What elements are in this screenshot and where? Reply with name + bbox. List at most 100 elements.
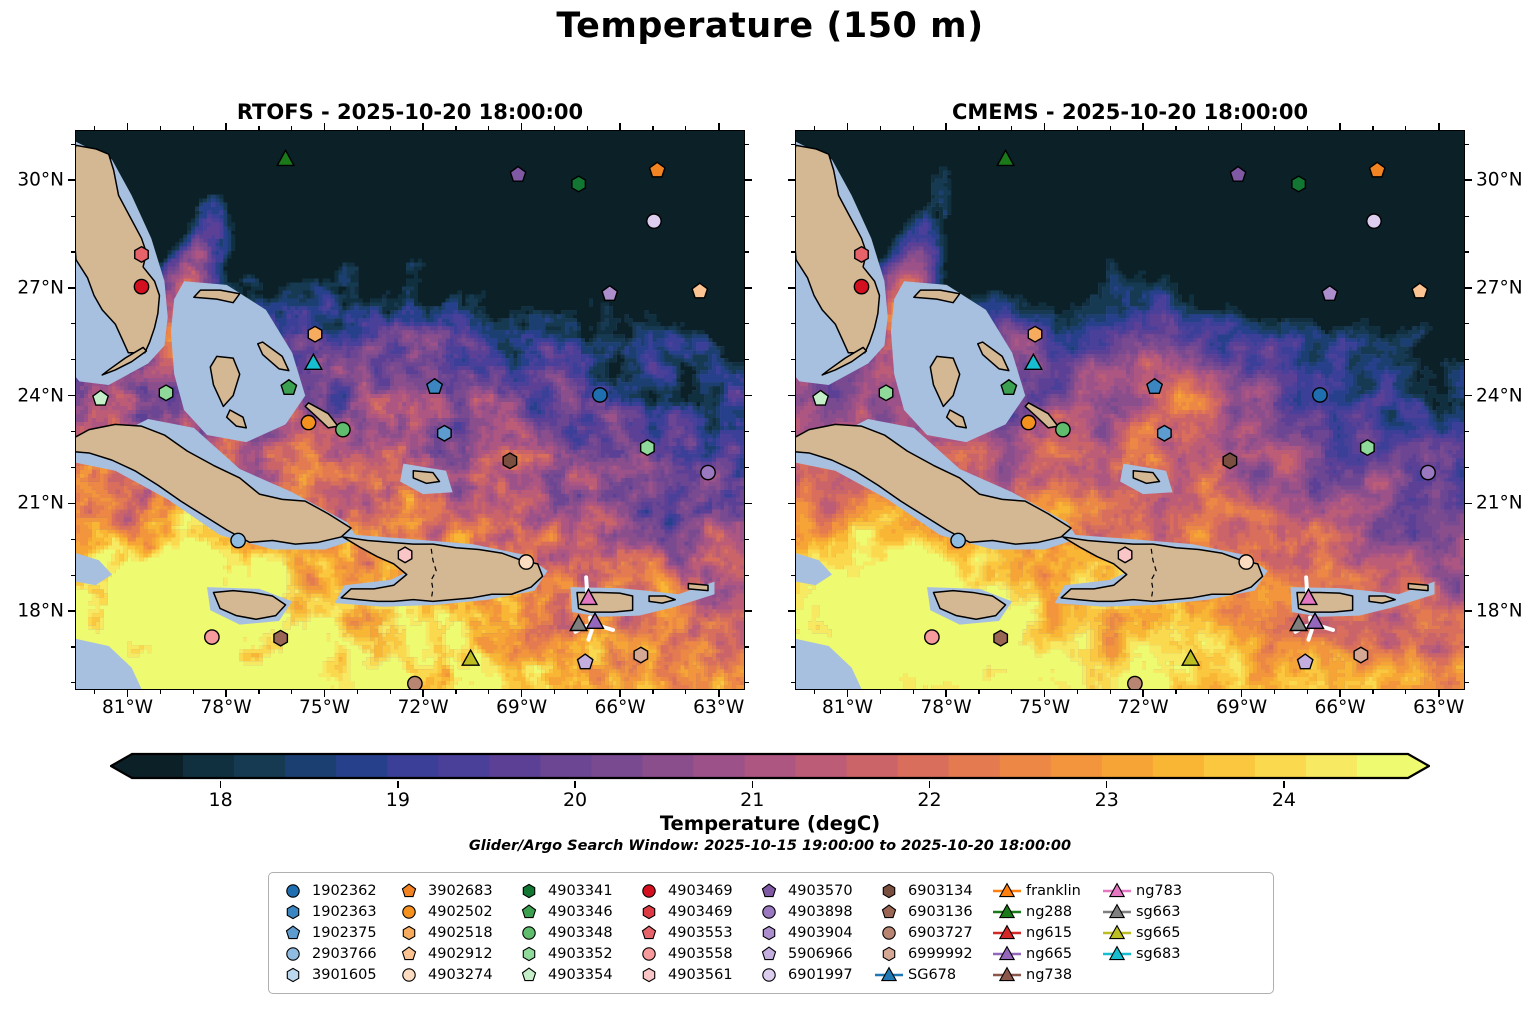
pentagon-marker-icon (394, 944, 424, 964)
legend-item[interactable]: SG678 (874, 964, 992, 985)
legend-item[interactable]: ng665 (992, 943, 1102, 964)
legend-item-label: 4903348 (548, 924, 613, 941)
legend-item-label: 1902362 (312, 882, 377, 899)
hexagon-marker-icon (394, 923, 424, 943)
legend-item-label: 2903766 (312, 945, 377, 962)
legend-item[interactable]: sg665 (1102, 922, 1198, 943)
legend-item-label: 1902375 (312, 924, 377, 941)
xtick-label: 63°W (693, 697, 745, 718)
circle-marker-icon (874, 923, 904, 943)
legend-item[interactable]: 4903352 (514, 943, 634, 964)
legend-item[interactable]: 4903346 (514, 901, 634, 922)
triangle-line-marker-icon (1102, 944, 1132, 964)
ytick-label-right: 24°N (1476, 385, 1523, 407)
legend-item[interactable]: 3901605 (278, 964, 394, 985)
legend-item-label: sg663 (1136, 903, 1181, 920)
triangle-line-marker-icon (1102, 902, 1132, 922)
xtick-label: 63°W (1413, 697, 1465, 718)
legend-column: franklin ng288 ng615 ng665 ng738 (992, 880, 1102, 985)
temperature-field-rtofs (76, 131, 744, 689)
legend-item[interactable]: 6901997 (754, 964, 874, 985)
map-panel-rtofs[interactable] (75, 130, 745, 690)
legend-item-label: franklin (1026, 882, 1081, 899)
legend-column: 4903341 4903346 4903348 4903352 4903354 (514, 880, 634, 985)
legend-item[interactable]: 4903341 (514, 880, 634, 901)
ytick-label-left: 30°N (17, 169, 64, 191)
legend-item-label: 4902502 (428, 903, 493, 920)
legend-item[interactable]: 4903570 (754, 880, 874, 901)
legend-column: 4903469 4903469 4903553 4903558 4903561 (634, 880, 754, 985)
legend-item[interactable]: 4903558 (634, 943, 754, 964)
circle-marker-icon (754, 902, 784, 922)
hexagon-marker-icon (634, 965, 664, 985)
hexagon-marker-icon (278, 902, 308, 922)
legend-item[interactable]: 1902362 (278, 880, 394, 901)
legend-item[interactable]: 4903898 (754, 901, 874, 922)
legend-item[interactable]: 4903469 (634, 901, 754, 922)
legend-item[interactable]: 6903136 (874, 901, 992, 922)
legend-item[interactable]: ng783 (1102, 880, 1198, 901)
ytick-label-left: 18°N (17, 600, 64, 622)
pentagon-marker-icon (754, 881, 784, 901)
legend-item-label: ng783 (1136, 882, 1183, 899)
colorbar-tick-label: 20 (562, 789, 588, 811)
colorbar-tick (574, 781, 576, 788)
legend-item-label: SG678 (908, 966, 957, 983)
legend-item[interactable]: 4903553 (634, 922, 754, 943)
legend-item[interactable]: 4903904 (754, 922, 874, 943)
xtick-label: 66°W (594, 697, 646, 718)
legend-item[interactable]: 3902683 (394, 880, 514, 901)
legend-item-label: ng288 (1026, 903, 1073, 920)
legend-item[interactable]: 1902375 (278, 922, 394, 943)
circle-marker-icon (394, 965, 424, 985)
xtick-label: 75°W (1019, 697, 1071, 718)
legend-item-label: 6903727 (908, 924, 973, 941)
legend-item[interactable]: 5906966 (754, 943, 874, 964)
legend-item[interactable]: 6903134 (874, 880, 992, 901)
temperature-field-cmems (796, 131, 1464, 689)
colorbar-tick-label: 21 (740, 789, 765, 811)
legend-item-label: sg665 (1136, 924, 1181, 941)
xtick-label: 81°W (102, 697, 154, 718)
legend-item[interactable]: 4902518 (394, 922, 514, 943)
map-frame-cmems (795, 130, 1465, 690)
pentagon-marker-icon (874, 902, 904, 922)
xtick-label: 69°W (496, 697, 548, 718)
triangle-line-marker-icon (992, 881, 1022, 901)
xtick-label: 72°W (397, 697, 449, 718)
legend-item[interactable]: 6903727 (874, 922, 992, 943)
colorbar-gradient (110, 752, 1430, 780)
marker-legend[interactable]: 1902362 1902363 1902375 2903766 3901605 39026… (268, 872, 1274, 994)
panel-title-rtofs: RTOFS - 2025-10-20 18:00:00 (236, 100, 584, 124)
legend-item[interactable]: ng738 (992, 964, 1102, 985)
legend-item[interactable]: 4902502 (394, 901, 514, 922)
legend-item[interactable]: 1902363 (278, 901, 394, 922)
legend-item[interactable]: sg663 (1102, 901, 1198, 922)
legend-item[interactable]: 2903766 (278, 943, 394, 964)
circle-marker-icon (634, 944, 664, 964)
triangle-line-marker-icon (874, 965, 904, 985)
xtick-label: 69°W (1216, 697, 1268, 718)
pentagon-marker-icon (394, 881, 424, 901)
legend-item[interactable]: 6999992 (874, 943, 992, 964)
legend-item[interactable]: 4902912 (394, 943, 514, 964)
legend-item[interactable]: ng288 (992, 901, 1102, 922)
colorbar-tick-label: 19 (385, 789, 410, 811)
legend-item-label: 4903341 (548, 882, 613, 899)
map-frame-rtofs (75, 130, 745, 690)
search-window-caption: Glider/Argo Search Window: 2025-10-15 19… (468, 838, 1072, 854)
legend-item[interactable]: 4903354 (514, 964, 634, 985)
legend-item[interactable]: 4903561 (634, 964, 754, 985)
legend-item[interactable]: 4903274 (394, 964, 514, 985)
legend-item[interactable]: ng615 (992, 922, 1102, 943)
circle-marker-icon (278, 881, 308, 901)
legend-item-label: 6903134 (908, 882, 973, 899)
legend-item[interactable]: 4903469 (634, 880, 754, 901)
legend-item[interactable]: 4903348 (514, 922, 634, 943)
map-panel-cmems[interactable] (795, 130, 1465, 690)
legend-item[interactable]: franklin (992, 880, 1102, 901)
legend-item[interactable]: sg683 (1102, 943, 1198, 964)
xtick-label: 66°W (1314, 697, 1366, 718)
colorbar[interactable] (110, 751, 1430, 781)
legend-item-label: 6901997 (788, 966, 853, 983)
